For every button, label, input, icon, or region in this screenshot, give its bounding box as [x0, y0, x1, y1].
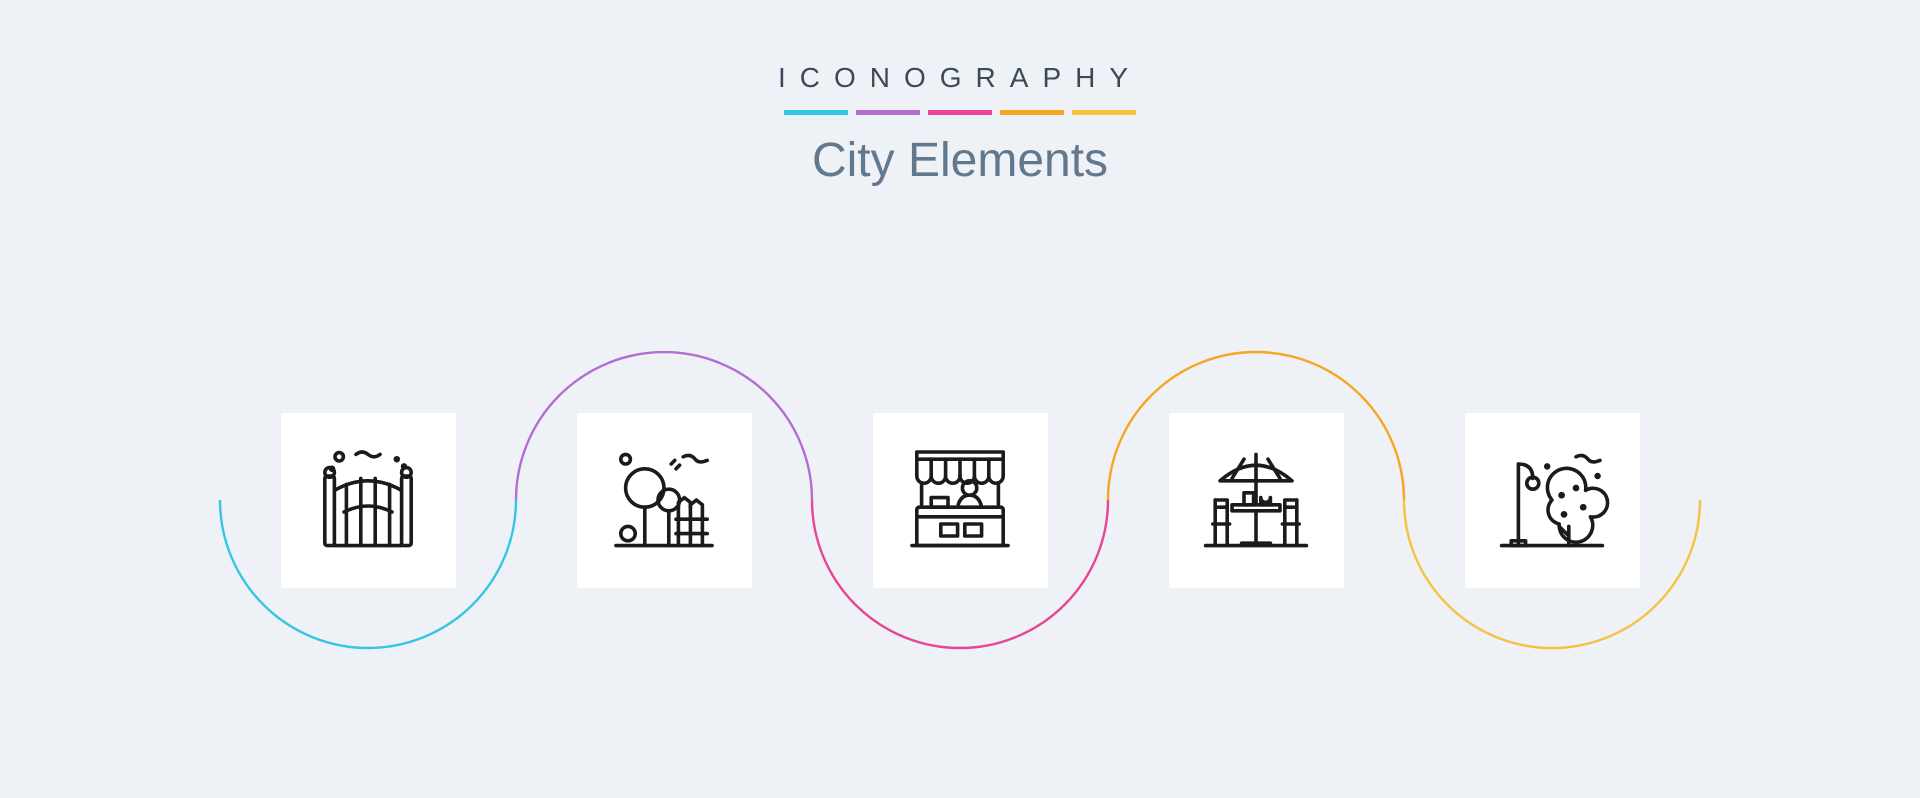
cafe-table-icon	[1169, 413, 1344, 588]
park-fence-icon	[577, 413, 752, 588]
street-tree-icon	[1465, 413, 1640, 588]
gate-icon	[281, 413, 456, 588]
kiosk-icon	[873, 413, 1048, 588]
icon-tiles	[0, 0, 1920, 798]
